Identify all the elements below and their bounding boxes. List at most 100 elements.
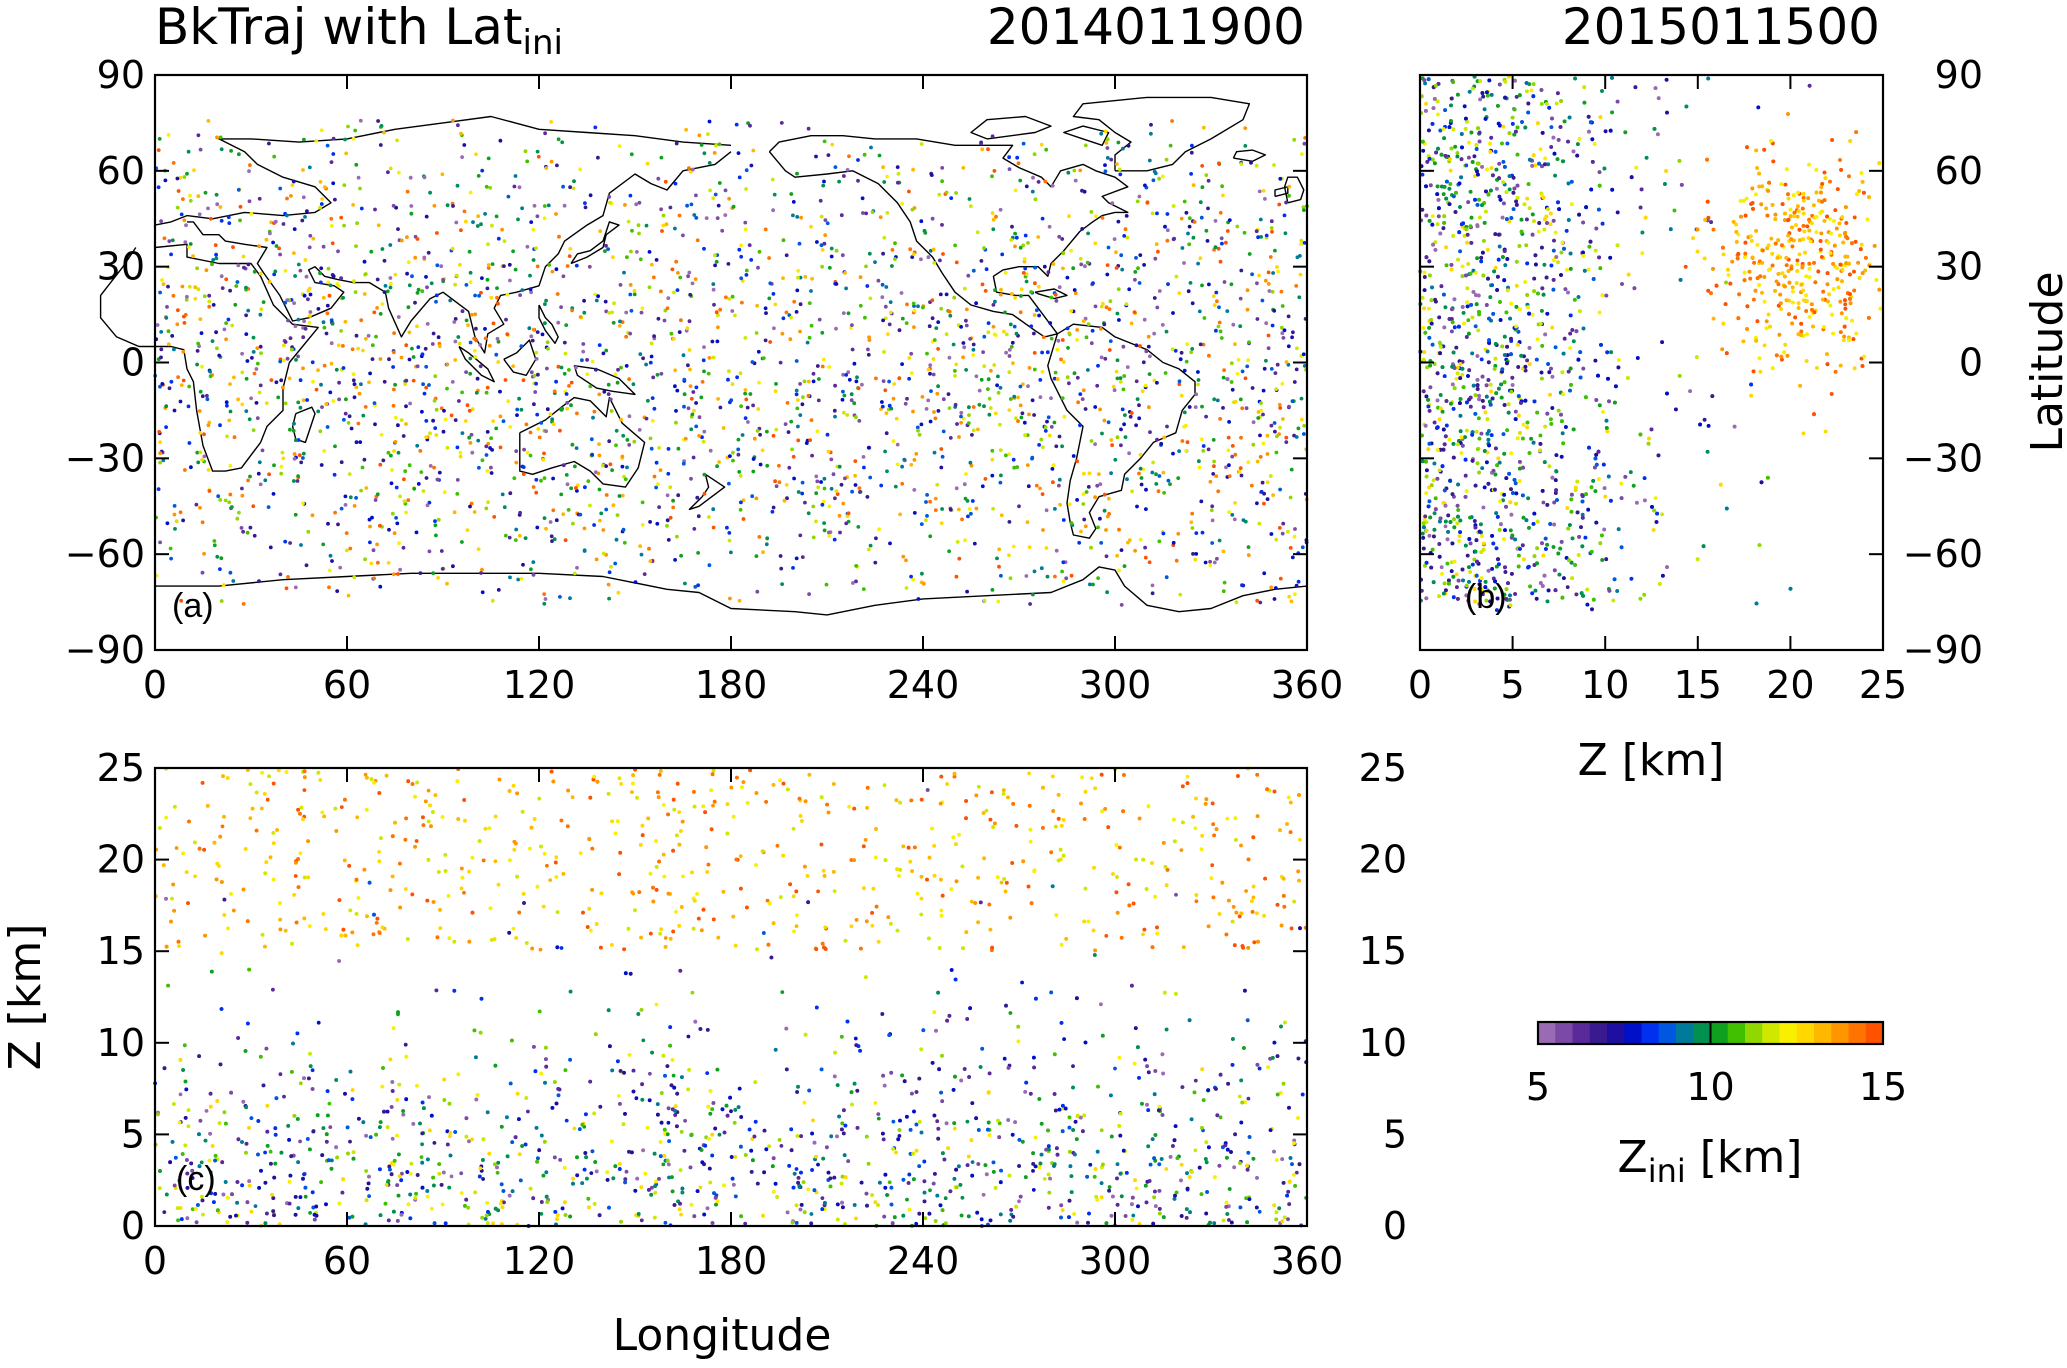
scatter-point <box>1007 155 1011 160</box>
scatter-point <box>837 513 842 518</box>
scatter-point <box>1013 231 1017 236</box>
scatter-point <box>521 378 526 383</box>
scatter-point <box>170 238 175 243</box>
scatter-point <box>299 543 303 547</box>
scatter-point <box>420 289 425 294</box>
scatter-point <box>733 313 737 318</box>
scatter-point <box>198 431 203 435</box>
scatter-point <box>459 131 463 136</box>
scatter-point <box>932 410 936 414</box>
scatter-point <box>1105 146 1110 150</box>
scatter-point <box>187 245 191 249</box>
scatter-point <box>815 429 820 434</box>
scatter-point <box>1215 398 1220 403</box>
scatter-point <box>375 492 380 497</box>
scatter-point <box>416 345 421 349</box>
scatter-point <box>1132 310 1137 315</box>
scatter-point <box>1120 267 1125 272</box>
scatter-point <box>405 271 409 276</box>
scatter-point <box>580 358 584 363</box>
scatter-point <box>376 119 380 123</box>
scatter-point <box>749 258 754 262</box>
scatter-point <box>692 408 696 413</box>
scatter-point <box>912 252 916 257</box>
scatter-point <box>996 599 1001 604</box>
scatter-point <box>781 276 785 280</box>
scatter-point <box>688 292 693 297</box>
scatter-point <box>202 432 206 437</box>
scatter-point <box>1206 178 1211 183</box>
scatter-point <box>627 414 632 419</box>
scatter-point <box>283 401 288 406</box>
scatter-point <box>439 406 444 411</box>
scatter-point <box>1205 239 1210 243</box>
scatter-point <box>565 264 570 268</box>
scatter-point <box>1084 490 1089 494</box>
scatter-point <box>611 503 616 508</box>
scatter-point <box>402 499 407 504</box>
scatter-point <box>607 570 612 575</box>
scatter-point <box>409 211 414 216</box>
scatter-point <box>351 203 355 207</box>
scatter-point <box>489 471 494 475</box>
scatter-point <box>405 189 410 194</box>
scatter-point <box>1165 424 1169 429</box>
scatter-point <box>329 160 334 165</box>
scatter-point <box>1191 235 1196 240</box>
scatter-point <box>218 205 223 209</box>
scatter-point <box>800 555 805 559</box>
scatter-point <box>507 262 512 267</box>
scatter-point <box>824 582 829 587</box>
scatter-point <box>1010 292 1014 296</box>
scatter-point <box>1218 417 1222 421</box>
scatter-point <box>1143 383 1148 388</box>
scatter-point <box>896 180 900 185</box>
scatter-point <box>1212 560 1217 565</box>
scatter-point <box>930 216 935 221</box>
scatter-point <box>846 370 851 374</box>
scatter-point <box>928 371 932 376</box>
scatter-point <box>734 122 739 127</box>
scatter-point <box>181 197 185 202</box>
scatter-point <box>549 159 554 164</box>
scatter-point <box>228 288 233 293</box>
scatter-point <box>1105 263 1110 267</box>
scatter-point <box>670 267 675 272</box>
scatter-point <box>393 382 397 387</box>
title-left: BkTraj with Latini <box>155 0 563 63</box>
scatter-point <box>188 242 193 246</box>
scatter-point <box>1227 510 1232 514</box>
scatter-point <box>535 264 540 269</box>
scatter-point <box>763 227 768 232</box>
scatter-point <box>932 338 937 342</box>
scatter-point <box>240 370 245 375</box>
scatter-point <box>838 530 842 535</box>
scatter-point <box>931 357 936 361</box>
scatter-point <box>1069 248 1073 253</box>
scatter-point <box>232 375 236 380</box>
scatter-point <box>868 543 873 548</box>
scatter-point <box>181 518 186 523</box>
scatter-point <box>1208 559 1212 564</box>
scatter-point <box>881 251 885 256</box>
scatter-point <box>977 402 982 407</box>
scatter-point <box>536 372 540 377</box>
scatter-point <box>169 252 174 257</box>
scatter-point <box>962 482 967 487</box>
scatter-point <box>630 228 634 233</box>
scatter-point <box>534 350 539 355</box>
scatter-point <box>911 167 915 172</box>
scatter-point <box>1041 445 1045 450</box>
scatter-point <box>166 284 170 289</box>
scatter-point <box>619 417 623 422</box>
scatter-point <box>1149 122 1153 127</box>
scatter-point <box>1152 296 1157 300</box>
scatter-point <box>372 310 377 315</box>
scatter-point <box>1221 589 1226 594</box>
scatter-point <box>1011 457 1016 462</box>
scatter-point <box>854 579 858 584</box>
scatter-point <box>953 243 957 248</box>
scatter-point <box>825 432 830 437</box>
scatter-point <box>1177 449 1181 453</box>
scatter-point <box>881 379 886 383</box>
